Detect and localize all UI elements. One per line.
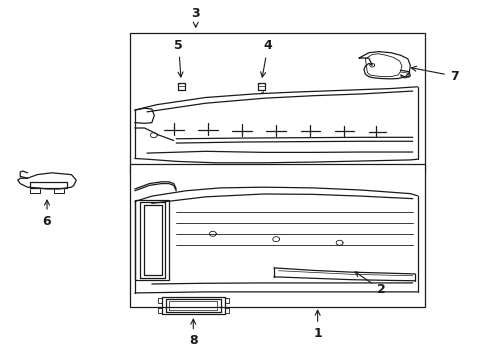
Text: 4: 4 bbox=[260, 39, 272, 77]
Bar bbox=[130, 33, 424, 173]
Text: 2: 2 bbox=[354, 272, 385, 296]
Text: 7: 7 bbox=[410, 66, 458, 82]
Text: 8: 8 bbox=[188, 319, 197, 347]
Text: 1: 1 bbox=[313, 310, 322, 340]
Text: 3: 3 bbox=[191, 7, 200, 27]
Text: 5: 5 bbox=[174, 39, 183, 77]
Text: 6: 6 bbox=[42, 200, 51, 228]
Bar bbox=[130, 164, 424, 307]
